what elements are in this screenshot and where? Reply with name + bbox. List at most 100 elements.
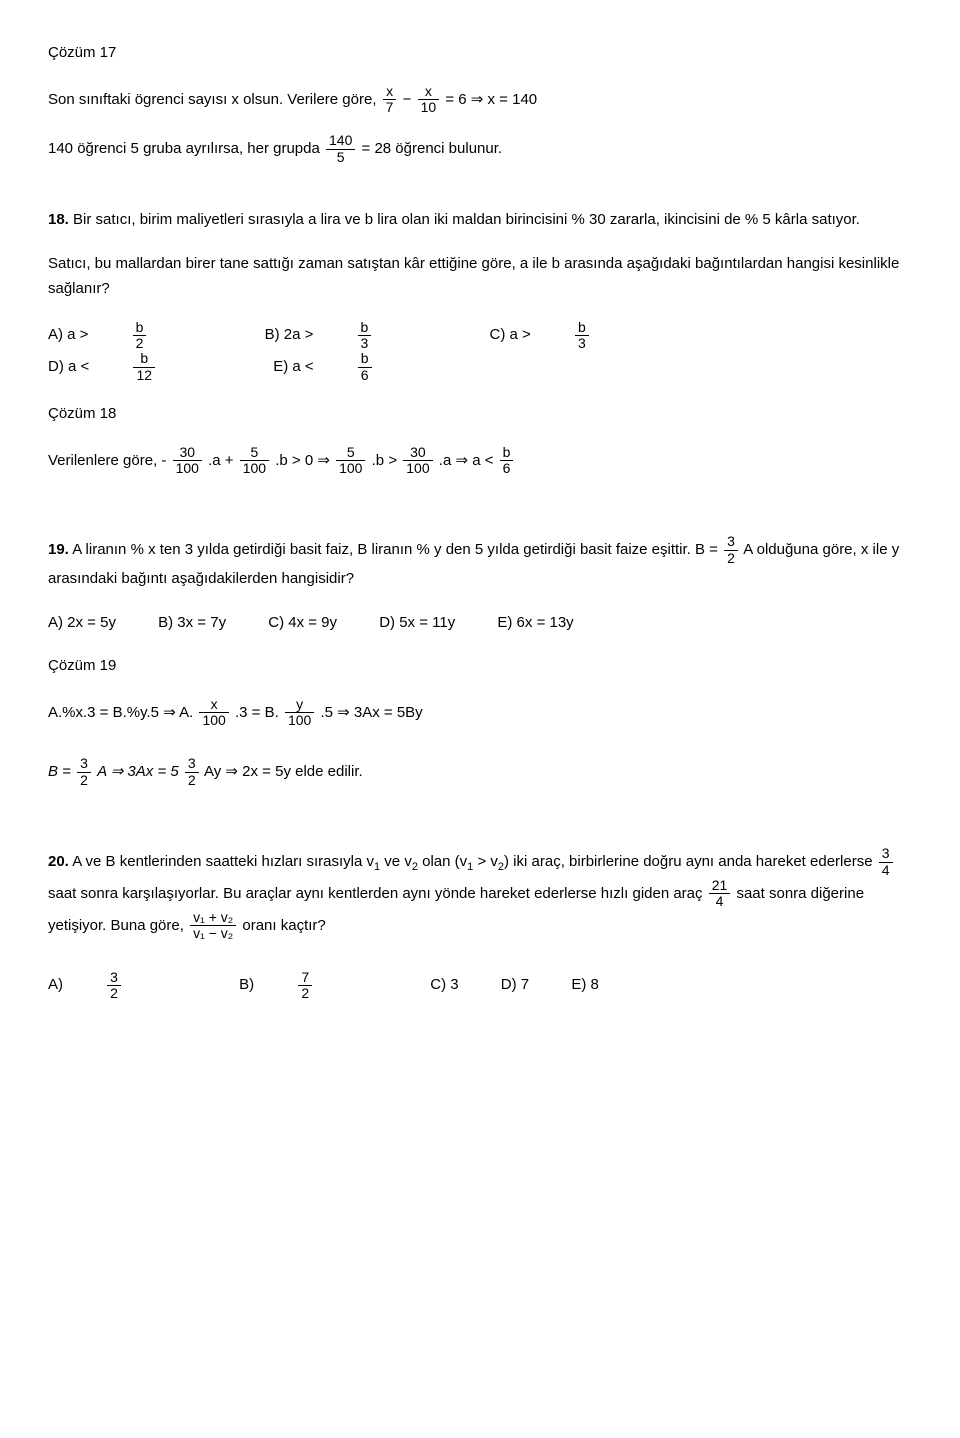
fraction: 32 [185, 756, 199, 788]
denominator: 6 [358, 367, 372, 383]
numerator: x [383, 84, 397, 99]
denominator: 100 [240, 460, 269, 476]
denominator: 7 [383, 99, 397, 115]
fraction: 32 [724, 534, 738, 566]
question-18-text2: Satıcı, bu mallardan birer tane sattığı … [48, 251, 912, 302]
denominator: 100 [403, 460, 432, 476]
question-18: 18. Bir satıcı, birim maliyetleri sırası… [48, 207, 912, 233]
denominator: 3 [358, 335, 372, 351]
question-18-options: A) a > b2 B) 2a > b3 C) a > b3 D) a < b1… [48, 320, 912, 384]
denominator: v₁ − v₂ [190, 925, 236, 941]
text: A liranın % x ten 3 yılda getirdiği basi… [69, 541, 718, 558]
question-number: 18. [48, 211, 69, 228]
text: .5 ⇒ 3Ax = 5By [320, 704, 422, 721]
denominator: 12 [133, 367, 155, 383]
numerator: 7 [298, 970, 312, 985]
label: E) a < [273, 358, 313, 375]
fraction: b12 [133, 351, 193, 383]
solution-19-line2: B = 32 A ⇒ 3Ax = 5 32 Ay ⇒ 2x = 5y elde … [48, 756, 912, 788]
question-19: 19. A liranın % x ten 3 yılda getirdiği … [48, 534, 912, 591]
option-b: B) 72 [239, 976, 392, 993]
solution-17-title: Çözüm 17 [48, 40, 912, 66]
numerator: 3 [107, 970, 121, 985]
option-b: B) 2a > b3 [265, 326, 452, 343]
option-e: E) 8 [571, 976, 599, 993]
denominator: 3 [575, 335, 589, 351]
option-a: A) 2x = 5y [48, 614, 116, 631]
text: A.%x.3 = B.%y.5 ⇒ A. [48, 704, 193, 721]
label: A) [48, 976, 67, 993]
numerator: 5 [240, 445, 269, 460]
text: Verilenlere göre, - [48, 451, 166, 468]
denominator: 100 [336, 460, 365, 476]
option-c: C) 4x = 9y [268, 614, 337, 631]
label: B) [239, 976, 258, 993]
numerator: y [285, 697, 314, 712]
numerator: 5 [336, 445, 365, 460]
fraction: y100 [285, 697, 314, 729]
option-a: A) a > b2 [48, 326, 227, 343]
numerator: b [133, 320, 147, 335]
solution-18-title: Çözüm 18 [48, 401, 912, 427]
numerator: 30 [173, 445, 202, 460]
text: oranı kaçtır? [242, 917, 325, 934]
fraction: 214 [709, 878, 731, 910]
denominator: 100 [199, 712, 228, 728]
solution-17-line1: Son sınıftaki ögrenci sayısı x olsun. Ve… [48, 84, 912, 116]
denominator: 4 [709, 893, 731, 909]
fraction: 32 [107, 970, 159, 1002]
fraction: b3 [358, 320, 410, 352]
option-d: D) a < b12 [48, 358, 235, 375]
fraction: b6 [500, 445, 514, 477]
numerator: b [575, 320, 589, 335]
label: C) a > [490, 326, 531, 343]
option-a: A) 32 [48, 976, 201, 993]
fraction: 140 5 [326, 133, 355, 165]
numerator: 3 [879, 846, 893, 861]
denominator: 2 [724, 550, 738, 566]
text: A ve B kentlerinden saatteki hızları sır… [69, 853, 374, 870]
minus: − [403, 90, 412, 107]
numerator: b [358, 320, 372, 335]
numerator: 30 [403, 445, 432, 460]
text: .b > 0 ⇒ [275, 451, 334, 468]
denominator: 2 [107, 985, 121, 1001]
label: D) a < [48, 358, 89, 375]
text: .b > [372, 451, 402, 468]
fraction: 30100 [403, 445, 432, 477]
question-number: 19. [48, 541, 69, 558]
denominator: 4 [879, 862, 893, 878]
option-e: E) 6x = 13y [497, 614, 573, 631]
numerator: 3 [77, 756, 91, 771]
fraction: b2 [133, 320, 185, 352]
text: olan (v [418, 853, 467, 870]
option-c: C) 3 [430, 976, 458, 993]
solution-19-line1: A.%x.3 = B.%y.5 ⇒ A. x100 .3 = B. y100 .… [48, 697, 912, 729]
text: = 6 ⇒ x = 140 [445, 90, 537, 107]
fraction: b6 [358, 351, 410, 383]
numerator: b [133, 351, 155, 366]
text: .a ⇒ a < [439, 451, 498, 468]
solution-19-title: Çözüm 19 [48, 653, 912, 679]
numerator: x [418, 84, 440, 99]
fraction: v₁ + v₂v₁ − v₂ [190, 910, 236, 942]
text: .3 = B. [235, 704, 279, 721]
text: Ay ⇒ 2x = 5y elde edilir. [204, 763, 363, 780]
fraction: x 10 [418, 84, 440, 116]
numerator: v₁ + v₂ [190, 910, 236, 925]
denominator: 6 [500, 460, 514, 476]
denominator: 100 [285, 712, 314, 728]
denominator: 2 [77, 772, 91, 788]
denominator: 100 [173, 460, 202, 476]
text: ve v [380, 853, 412, 870]
text: Son sınıftaki ögrenci sayısı x olsun. Ve… [48, 90, 377, 107]
text: ) iki araç, birbirlerine doğru aynı anda… [504, 853, 877, 870]
fraction: x100 [199, 697, 228, 729]
fraction: 32 [77, 756, 91, 788]
denominator: 5 [326, 149, 355, 165]
numerator: b [500, 445, 514, 460]
label: A) a > [48, 326, 88, 343]
numerator: b [358, 351, 372, 366]
option-c: C) a > b3 [490, 326, 665, 343]
fraction: 5100 [240, 445, 269, 477]
